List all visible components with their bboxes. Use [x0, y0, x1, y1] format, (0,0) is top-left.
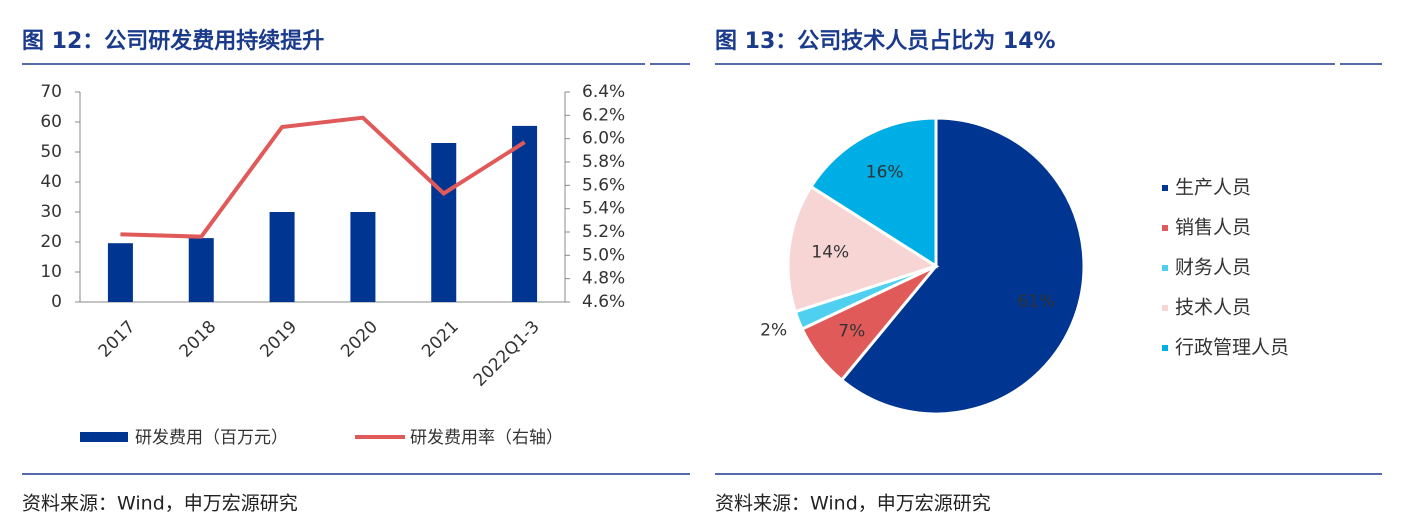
data-label: 2%: [760, 320, 787, 340]
legend-label: 销售人员: [1175, 217, 1251, 239]
bar: [512, 125, 538, 303]
bar: [107, 243, 133, 302]
legend-label: 财务人员: [1175, 257, 1251, 279]
legend-label: 技术人员: [1175, 297, 1251, 319]
data-label: 14%: [811, 243, 849, 263]
x-tick-label: 2021: [418, 317, 463, 362]
y-tick-label: 0: [51, 292, 62, 312]
y2-tick-label: 6.0%: [582, 129, 625, 149]
y2-tick-label: 4.6%: [582, 292, 625, 312]
legend-swatch: [1162, 225, 1168, 231]
legend-label: 研发费用（百万元）: [135, 428, 288, 448]
x-tick-label: 2022Q1-3: [470, 317, 544, 391]
y-tick-label: 40: [40, 172, 62, 192]
data-label: 7%: [838, 321, 865, 341]
y2-tick-label: 5.2%: [582, 222, 625, 242]
chart-title: 图 13：公司技术人员占比为 14%: [715, 29, 1056, 54]
y-tick-label: 50: [40, 142, 62, 162]
pie-slice: [839, 116, 1086, 416]
legend-label: 研发费用率（右轴）: [410, 428, 563, 448]
bar: [431, 143, 457, 302]
legend-swatch: [1162, 345, 1168, 351]
y2-tick-label: 5.4%: [582, 199, 625, 219]
legend-swatch: [1162, 305, 1168, 311]
y2-tick-label: 5.0%: [582, 245, 625, 265]
x-tick-label: 2018: [176, 317, 221, 362]
legend-swatch: [80, 432, 128, 442]
y2-tick-label: 4.8%: [582, 269, 625, 289]
data-label: 61%: [1017, 292, 1055, 312]
y-tick-label: 20: [40, 232, 62, 252]
source: 资料来源：Wind，申万宏源研究: [22, 493, 298, 515]
y2-tick-label: 6.2%: [582, 105, 625, 125]
y-tick-label: 10: [40, 262, 62, 282]
y-tick-label: 70: [40, 82, 62, 102]
legend-swatch: [1162, 185, 1168, 191]
y2-tick-label: 5.8%: [582, 152, 625, 172]
x-tick-label: 2020: [337, 317, 382, 362]
line: [120, 115, 526, 239]
pie-slice: [786, 184, 940, 314]
bar: [269, 212, 295, 302]
data-label: 16%: [866, 163, 904, 183]
bar: [188, 238, 214, 302]
pie-slice: [808, 116, 938, 269]
legend-swatch: [1162, 265, 1168, 271]
y-tick-label: 30: [40, 202, 62, 222]
chart-title: 图 12：公司研发费用持续提升: [22, 28, 324, 54]
bar: [350, 212, 376, 302]
x-tick-label: 2019: [256, 317, 301, 362]
legend-label: 行政管理人员: [1175, 337, 1289, 359]
legend-label: 生产人员: [1175, 177, 1251, 199]
y2-tick-label: 5.6%: [582, 175, 625, 195]
x-tick-label: 2017: [95, 317, 140, 362]
y-tick-label: 60: [40, 112, 62, 132]
source: 资料来源：Wind，申万宏源研究: [715, 493, 991, 515]
y2-tick-label: 6.4%: [582, 82, 625, 102]
